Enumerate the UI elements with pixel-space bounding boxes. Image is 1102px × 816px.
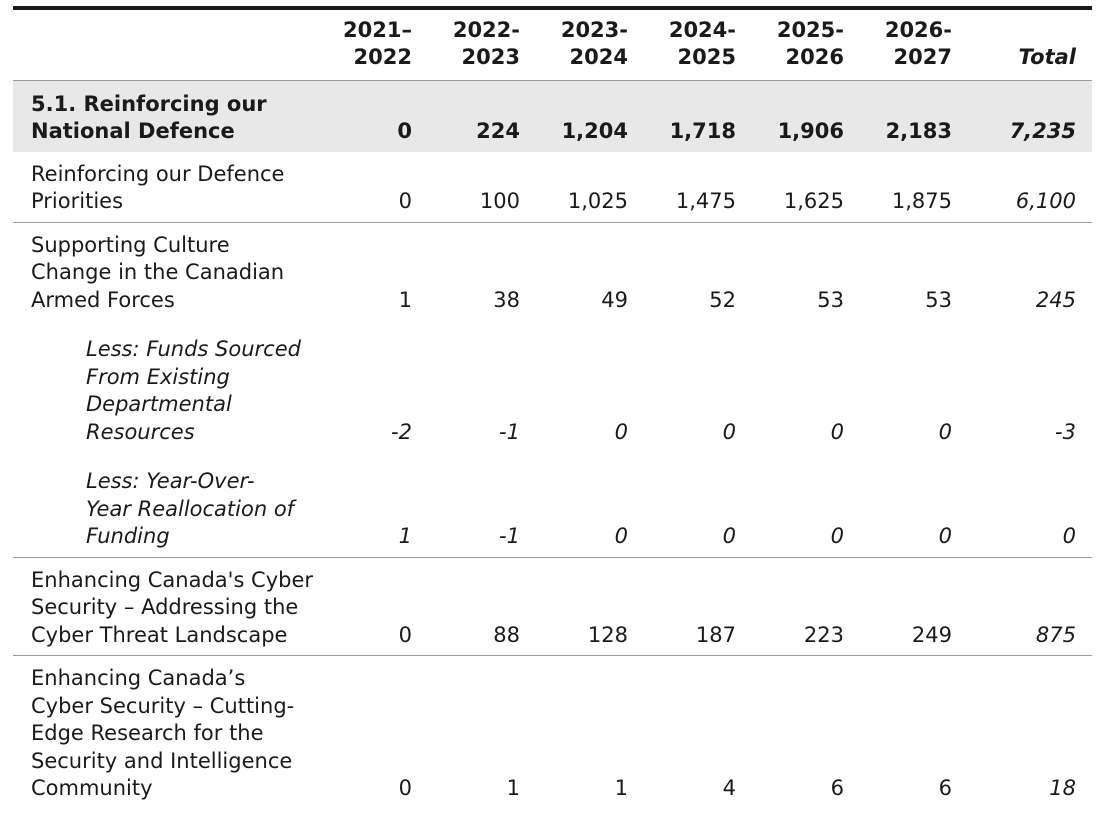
- row-label: 5.1. Reinforcing our National Defence: [13, 80, 320, 152]
- cell-value: 0: [536, 452, 644, 558]
- row-label: Enhancing Canada's Cyber Security – Addre…: [13, 557, 320, 656]
- cell-value: 1,625: [752, 151, 860, 223]
- cell-value: 1: [398, 287, 412, 312]
- cell-value: -2: [391, 419, 412, 444]
- cell-value: 4: [722, 776, 736, 800]
- header-year-2024-2025: 2024- 2025: [644, 10, 752, 81]
- row-label: Reinforcing our Defence Priorities: [13, 151, 320, 223]
- cell-value: 6: [830, 776, 844, 800]
- header-row: 2021– 2022 2022- 2023 2023- 2024 2024- 2025 …: [13, 10, 1092, 81]
- cell-value: 0: [320, 80, 428, 152]
- row-label: Less: Year-Over- Year Reallocation of Fund…: [13, 452, 320, 558]
- cell-value: 0: [938, 419, 952, 444]
- cell-value: 187: [644, 557, 752, 656]
- cell-total: 245: [1035, 287, 1076, 312]
- cell-value: 53: [817, 287, 844, 312]
- funding-table: 2021– 2022 2022- 2023 2023- 2024 2024- 2025 …: [13, 10, 1092, 805]
- cell-value: 249: [860, 557, 968, 656]
- cell-total: 6,100: [968, 151, 1092, 223]
- table-row: Enhancing Canada’s Cyber Security – Cutti…: [13, 656, 1092, 805]
- cell-value: 1,718: [644, 80, 752, 152]
- cell-value: 52: [709, 287, 736, 312]
- cell-value: 0: [320, 557, 428, 656]
- cell-value: 88: [428, 557, 536, 656]
- row-label: Supporting Culture Change in the Canadian…: [31, 232, 285, 312]
- header-year-2022-2023: 2022- 2023: [428, 10, 536, 81]
- cell-total: 875: [968, 557, 1092, 656]
- cell-value: 0: [320, 151, 428, 223]
- cell-value: 0: [722, 419, 736, 444]
- cell-value: 0: [830, 419, 844, 444]
- cell-value: 38: [493, 287, 520, 312]
- cell-total: 7,235: [968, 80, 1092, 152]
- cell-total: -3: [1055, 419, 1076, 444]
- cell-value: 223: [752, 557, 860, 656]
- cell-value: 1: [614, 776, 628, 800]
- table-row: Supporting Culture Change in the Canadian…: [13, 222, 1092, 320]
- header-year-2026-2027: 2026- 2027: [860, 10, 968, 81]
- cell-value: 1,025: [536, 151, 644, 223]
- header-year-2025-2026: 2025- 2026: [752, 10, 860, 81]
- row-label: Enhancing Canada’s Cyber Security – Cutti…: [31, 666, 295, 800]
- table-row: Reinforcing our Defence Priorities 0 100 …: [13, 151, 1092, 223]
- table-row: Enhancing Canada's Cyber Security – Addre…: [13, 557, 1092, 656]
- cell-value: 1,475: [644, 151, 752, 223]
- row-label: Less: Funds Sourced From Existing Departme…: [86, 337, 301, 444]
- table-top-rule: [13, 6, 1092, 10]
- cell-value: 1,875: [860, 151, 968, 223]
- cell-value: 1,204: [536, 80, 644, 152]
- cell-value: 0: [614, 419, 628, 444]
- cell-value: 0: [398, 776, 412, 800]
- section-row-national-defence: 5.1. Reinforcing our National Defence 0 2…: [13, 80, 1092, 152]
- cell-value: 0: [644, 452, 752, 558]
- cell-value: 1: [506, 776, 520, 800]
- cell-value: -1: [499, 419, 520, 444]
- table-row-sub: Less: Funds Sourced From Existing Departme…: [13, 320, 1092, 452]
- header-total: Total: [968, 10, 1092, 81]
- cell-total: 18: [1049, 776, 1076, 800]
- cell-total: 0: [968, 452, 1092, 558]
- cell-value: 1: [320, 452, 428, 558]
- header-year-2021-2022: 2021– 2022: [320, 10, 428, 81]
- cell-value: 1,906: [752, 80, 860, 152]
- cell-value: 0: [752, 452, 860, 558]
- cell-value: -1: [428, 452, 536, 558]
- cell-value: 0: [860, 452, 968, 558]
- header-label-cell: [13, 10, 320, 81]
- table-row-sub: Less: Year-Over- Year Reallocation of Fund…: [13, 452, 1092, 558]
- cell-value: 2,183: [860, 80, 968, 152]
- header-year-2023-2024: 2023- 2024: [536, 10, 644, 81]
- cell-value: 49: [601, 287, 628, 312]
- cell-value: 128: [536, 557, 644, 656]
- cell-value: 53: [925, 287, 952, 312]
- cell-value: 224: [428, 80, 536, 152]
- cell-value: 100: [428, 151, 536, 223]
- cell-value: 6: [938, 776, 952, 800]
